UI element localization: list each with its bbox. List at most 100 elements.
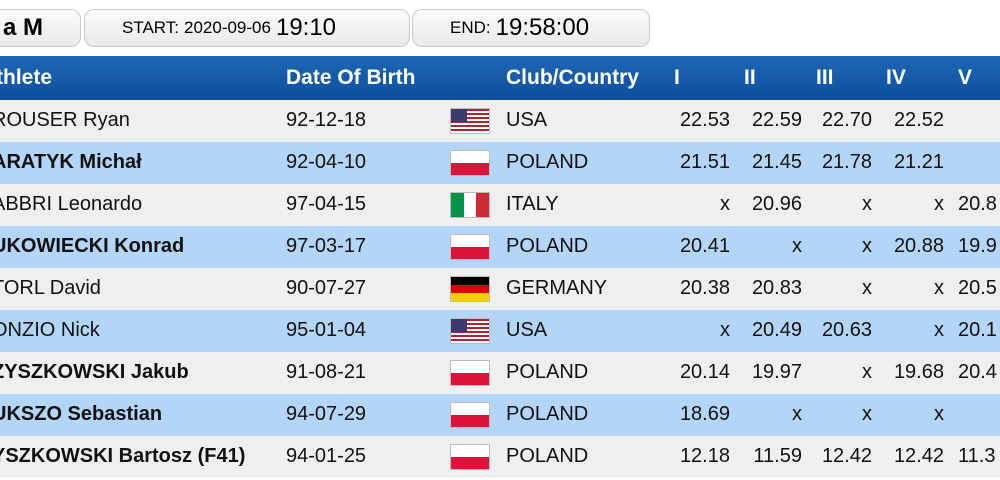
table-row: TORL David 90-07-27 GERMANY 20.38 20.83 … (0, 268, 1000, 310)
column-header-athlete: thlete (0, 66, 53, 89)
table-row: ONZIO Nick 95-01-04 USA x 20.49 20.63 x … (0, 310, 1000, 352)
attempt-1-result: x (720, 319, 730, 341)
column-header-attempt-2: II (744, 66, 756, 89)
athlete-name: ABBRI Leonardo (0, 193, 143, 215)
date-of-birth: 97-03-17 (286, 235, 367, 257)
attempt-2-result: 11.59 (753, 445, 802, 467)
attempt-2-result: 19.97 (751, 361, 802, 383)
column-header-club-country: Club/Country (506, 66, 639, 89)
poland-flag-icon (450, 150, 490, 176)
club-country: ITALY (506, 193, 559, 215)
attempt-1-result: 18.69 (679, 403, 730, 425)
column-header-attempt-5: V (958, 66, 973, 89)
attempt-2-result: 20.83 (751, 277, 802, 299)
athlete-name: ZYSZKOWSKI Jakub (0, 361, 189, 383)
poland-flag-icon (450, 234, 490, 260)
athlete-name: TORL David (0, 277, 101, 299)
club-country: POLAND (506, 235, 589, 257)
attempt-4-result: 19.68 (893, 361, 944, 383)
event-title: a M (3, 14, 44, 41)
attempt-4-result: x (934, 403, 944, 425)
attempt-3-result: x (862, 403, 872, 425)
column-header-attempt-1: I (674, 66, 680, 89)
date-of-birth: 94-07-29 (286, 403, 367, 425)
attempt-5-result: 19.9 (958, 235, 997, 257)
column-header-attempt-4: IV (886, 66, 906, 89)
attempt-4-result: 22.52 (893, 109, 944, 131)
attempt-5-result: 20.8 (958, 193, 997, 215)
attempt-4-result: x (934, 319, 944, 341)
date-of-birth: 95-01-04 (286, 319, 367, 341)
date-of-birth: 92-04-10 (286, 151, 367, 173)
start-time: 19:10 (275, 14, 337, 41)
attempt-3-result: x (862, 361, 872, 383)
attempt-1-result: 20.41 (679, 235, 730, 257)
usa-flag-icon (450, 108, 490, 134)
attempt-2-result: 22.59 (751, 109, 802, 131)
attempt-5-result: 11.3 (958, 445, 996, 467)
end-time-pill: END: 19:58:00 (412, 9, 650, 47)
athlete-name: ONZIO Nick (0, 319, 100, 341)
attempt-1-result: 21.51 (679, 151, 730, 173)
attempt-5-result: 20.5 (958, 277, 997, 299)
athlete-name: ARATYK Michał (0, 151, 142, 173)
attempt-1-result: x (720, 193, 730, 215)
italy-flag-icon (450, 192, 490, 218)
club-country: POLAND (506, 445, 589, 467)
germany-flag-icon (450, 276, 490, 302)
start-date: 2020-09-06 (184, 18, 271, 37)
usa-flag-icon (450, 318, 490, 344)
start-time-pill: START: 2020-09-06 19:10 (84, 9, 410, 47)
attempt-2-result: 21.45 (751, 151, 802, 173)
attempt-4-result: 12.42 (893, 445, 944, 467)
attempt-3-result: x (862, 277, 872, 299)
attempt-2-result: 20.49 (751, 319, 802, 341)
attempt-5-result: 20.1 (958, 319, 997, 341)
date-of-birth: 97-04-15 (286, 193, 367, 215)
attempt-2-result: x (792, 403, 802, 425)
attempt-2-result: 20.96 (751, 193, 802, 215)
poland-flag-icon (450, 444, 490, 470)
poland-flag-icon (450, 402, 490, 428)
attempt-2-result: x (792, 235, 802, 257)
attempt-1-result: 20.14 (679, 361, 730, 383)
attempt-4-result: 20.88 (893, 235, 944, 257)
athlete-name: YSZKOWSKI Bartosz (F41) (0, 445, 246, 467)
table-row: ARATYK Michał 92-04-10 POLAND 21.51 21.4… (0, 142, 1000, 184)
date-of-birth: 94-01-25 (286, 445, 367, 467)
results-table-header: thlete Date Of Birth Club/Country I II I… (0, 56, 1000, 100)
table-row: UKSZO Sebastian 94-07-29 POLAND 18.69 x … (0, 394, 1000, 436)
club-country: GERMANY (506, 277, 608, 299)
start-label: START: (122, 18, 179, 37)
end-label: END: (450, 18, 491, 37)
table-row: UKOWIECKI Konrad 97-03-17 POLAND 20.41 x… (0, 226, 1000, 268)
attempt-3-result: 12.42 (821, 445, 872, 467)
date-of-birth: 91-08-21 (286, 361, 367, 383)
attempt-4-result: 21.21 (893, 151, 944, 173)
club-country: POLAND (506, 403, 589, 425)
end-time: 19:58:00 (495, 14, 590, 41)
attempt-3-result: 20.63 (821, 319, 872, 341)
table-row: YSZKOWSKI Bartosz (F41) 94-01-25 POLAND … (0, 436, 1000, 478)
club-country: POLAND (506, 151, 589, 173)
attempt-1-result: 20.38 (679, 277, 730, 299)
attempt-3-result: 21.78 (821, 151, 872, 173)
column-header-attempt-3: III (816, 66, 834, 89)
date-of-birth: 90-07-27 (286, 277, 367, 299)
attempt-4-result: x (934, 277, 944, 299)
table-row: ZYSZKOWSKI Jakub 91-08-21 POLAND 20.14 1… (0, 352, 1000, 394)
athlete-name: UKSZO Sebastian (0, 403, 163, 425)
athlete-name: UKOWIECKI Konrad (0, 235, 185, 257)
poland-flag-icon (450, 360, 490, 386)
athlete-name: ROUSER Ryan (0, 109, 130, 131)
attempt-1-result: 12.18 (679, 445, 730, 467)
club-country: USA (506, 319, 548, 341)
event-title-pill: a M (0, 9, 81, 47)
attempt-5-result: 20.4 (958, 361, 997, 383)
table-row: ABBRI Leonardo 97-04-15 ITALY x 20.96 x … (0, 184, 1000, 226)
attempt-3-result: x (862, 235, 872, 257)
attempt-3-result: 22.70 (821, 109, 872, 131)
attempt-1-result: 22.53 (679, 109, 730, 131)
table-row: ROUSER Ryan 92-12-18 USA 22.53 22.59 22.… (0, 100, 1000, 142)
club-country: POLAND (506, 361, 589, 383)
